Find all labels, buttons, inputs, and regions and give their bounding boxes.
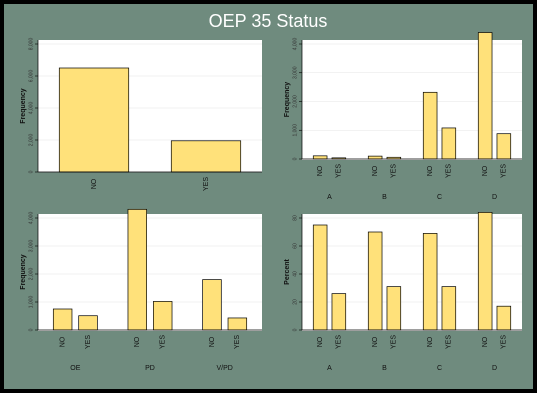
group-label: B [382,194,387,201]
y-tick-label: 0 [28,170,34,173]
x-tick-label: NO [482,165,489,176]
bar [127,208,147,331]
x-tick-label: NO [59,336,66,347]
y-axis-label: Percent [284,258,291,284]
x-tick-label: NO [482,336,489,347]
bar [52,308,73,331]
bar [367,155,383,160]
group-label: A [327,194,332,201]
y-tick-label: 3,000 [292,66,298,79]
bar [202,279,222,331]
bar [312,155,328,160]
y-tick-label: 4,000 [292,38,298,51]
y-tick-label: 4,000 [28,212,34,225]
x-tick-label: YES [336,335,343,349]
y-tick-label: 40 [292,271,298,277]
y-tick-label: 0 [292,157,298,160]
x-tick-label: YES [446,164,453,178]
x-tick-label: YES [391,335,398,349]
bar [312,224,328,331]
x-tick-label: NO [134,336,141,347]
y-tick-label: 60 [292,243,298,249]
x-tick-label: NO [427,165,434,176]
bar [477,32,493,160]
x-tick-label: NO [91,178,98,189]
group-label: D [492,194,497,201]
bar [170,140,242,173]
bar [386,286,402,331]
y-tick-label: 3,000 [28,240,34,253]
bar [477,212,493,331]
y-tick-label: 6,000 [28,70,34,83]
bar [331,293,347,331]
y-tick-label: 0 [28,328,34,331]
y-tick-label: 2,000 [292,95,298,108]
x-tick-label: YES [234,335,241,349]
x-tick-label: NO [209,336,216,347]
y-tick-label: 1,000 [292,124,298,137]
y-tick-label: 2,000 [28,134,34,147]
group-label: C [437,194,442,201]
plot-area [38,214,262,331]
y-tick-label: 20 [292,299,298,305]
group-label: PD [145,365,155,372]
x-tick-label: YES [203,177,210,191]
bar [441,127,457,160]
chart-title: OEP 35 Status [209,11,328,31]
bar [496,305,512,331]
y-tick-label: 2,000 [28,268,34,281]
y-axis-label: Frequency [20,88,27,124]
bar [227,317,248,331]
bar [422,91,438,160]
x-tick-label: YES [501,335,508,349]
x-tick-label: NO [427,336,434,347]
y-tick-label: 8,000 [28,38,34,51]
x-tick-label: YES [336,164,343,178]
y-tick-label: 1,000 [28,296,34,309]
bar [58,67,130,173]
group-label: D [492,365,497,372]
y-axis-label: Frequency [284,82,291,118]
x-tick-label: YES [160,335,167,349]
bar [153,301,173,331]
bar [441,286,457,331]
x-tick-label: YES [391,164,398,178]
x-tick-label: YES [446,335,453,349]
x-tick-label: NO [317,336,324,347]
group-label: C [437,365,442,372]
y-axis-label: Frequency [20,254,27,290]
y-tick-label: 80 [292,215,298,221]
y-tick-label: 0 [292,328,298,331]
group-label: B [382,365,387,372]
x-tick-label: YES [85,335,92,349]
bar [422,233,438,331]
bar [78,315,98,331]
y-tick-label: 4,000 [28,102,34,115]
x-tick-label: YES [501,164,508,178]
group-label: V/PD [216,365,232,372]
group-label: A [327,365,332,372]
x-tick-label: NO [317,165,324,176]
bar [496,133,512,160]
group-label: OE [70,365,80,372]
x-tick-label: NO [372,165,379,176]
x-tick-label: NO [372,336,379,347]
bar [367,231,383,331]
